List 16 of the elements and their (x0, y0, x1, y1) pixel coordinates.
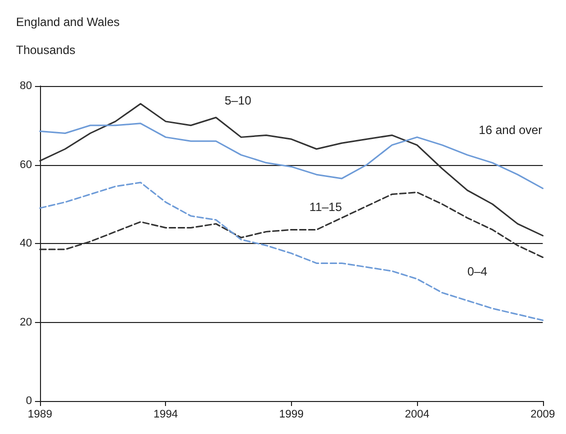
y-tick-label: 60 (20, 158, 32, 171)
y-tick-label: 40 (20, 238, 32, 250)
y-tick-label: 0 (26, 395, 32, 407)
y-tick-label: 20 (20, 316, 32, 328)
x-tick-label: 1989 (28, 408, 52, 420)
x-tick-label: 2004 (404, 408, 430, 420)
x-tick-label: 1999 (279, 408, 304, 420)
series-label: 0–4 (467, 264, 488, 279)
x-tick-label: 1994 (153, 408, 178, 420)
y-axis-title: Thousands (16, 43, 76, 57)
series-label: 16 and over (478, 122, 542, 137)
chart-title: England and Wales (16, 15, 120, 29)
series-label: 5–10 (224, 94, 252, 108)
series-label: 11–15 (309, 200, 342, 214)
x-tick-label: 2009 (530, 408, 556, 420)
y-tick-label: 80 (20, 80, 32, 92)
